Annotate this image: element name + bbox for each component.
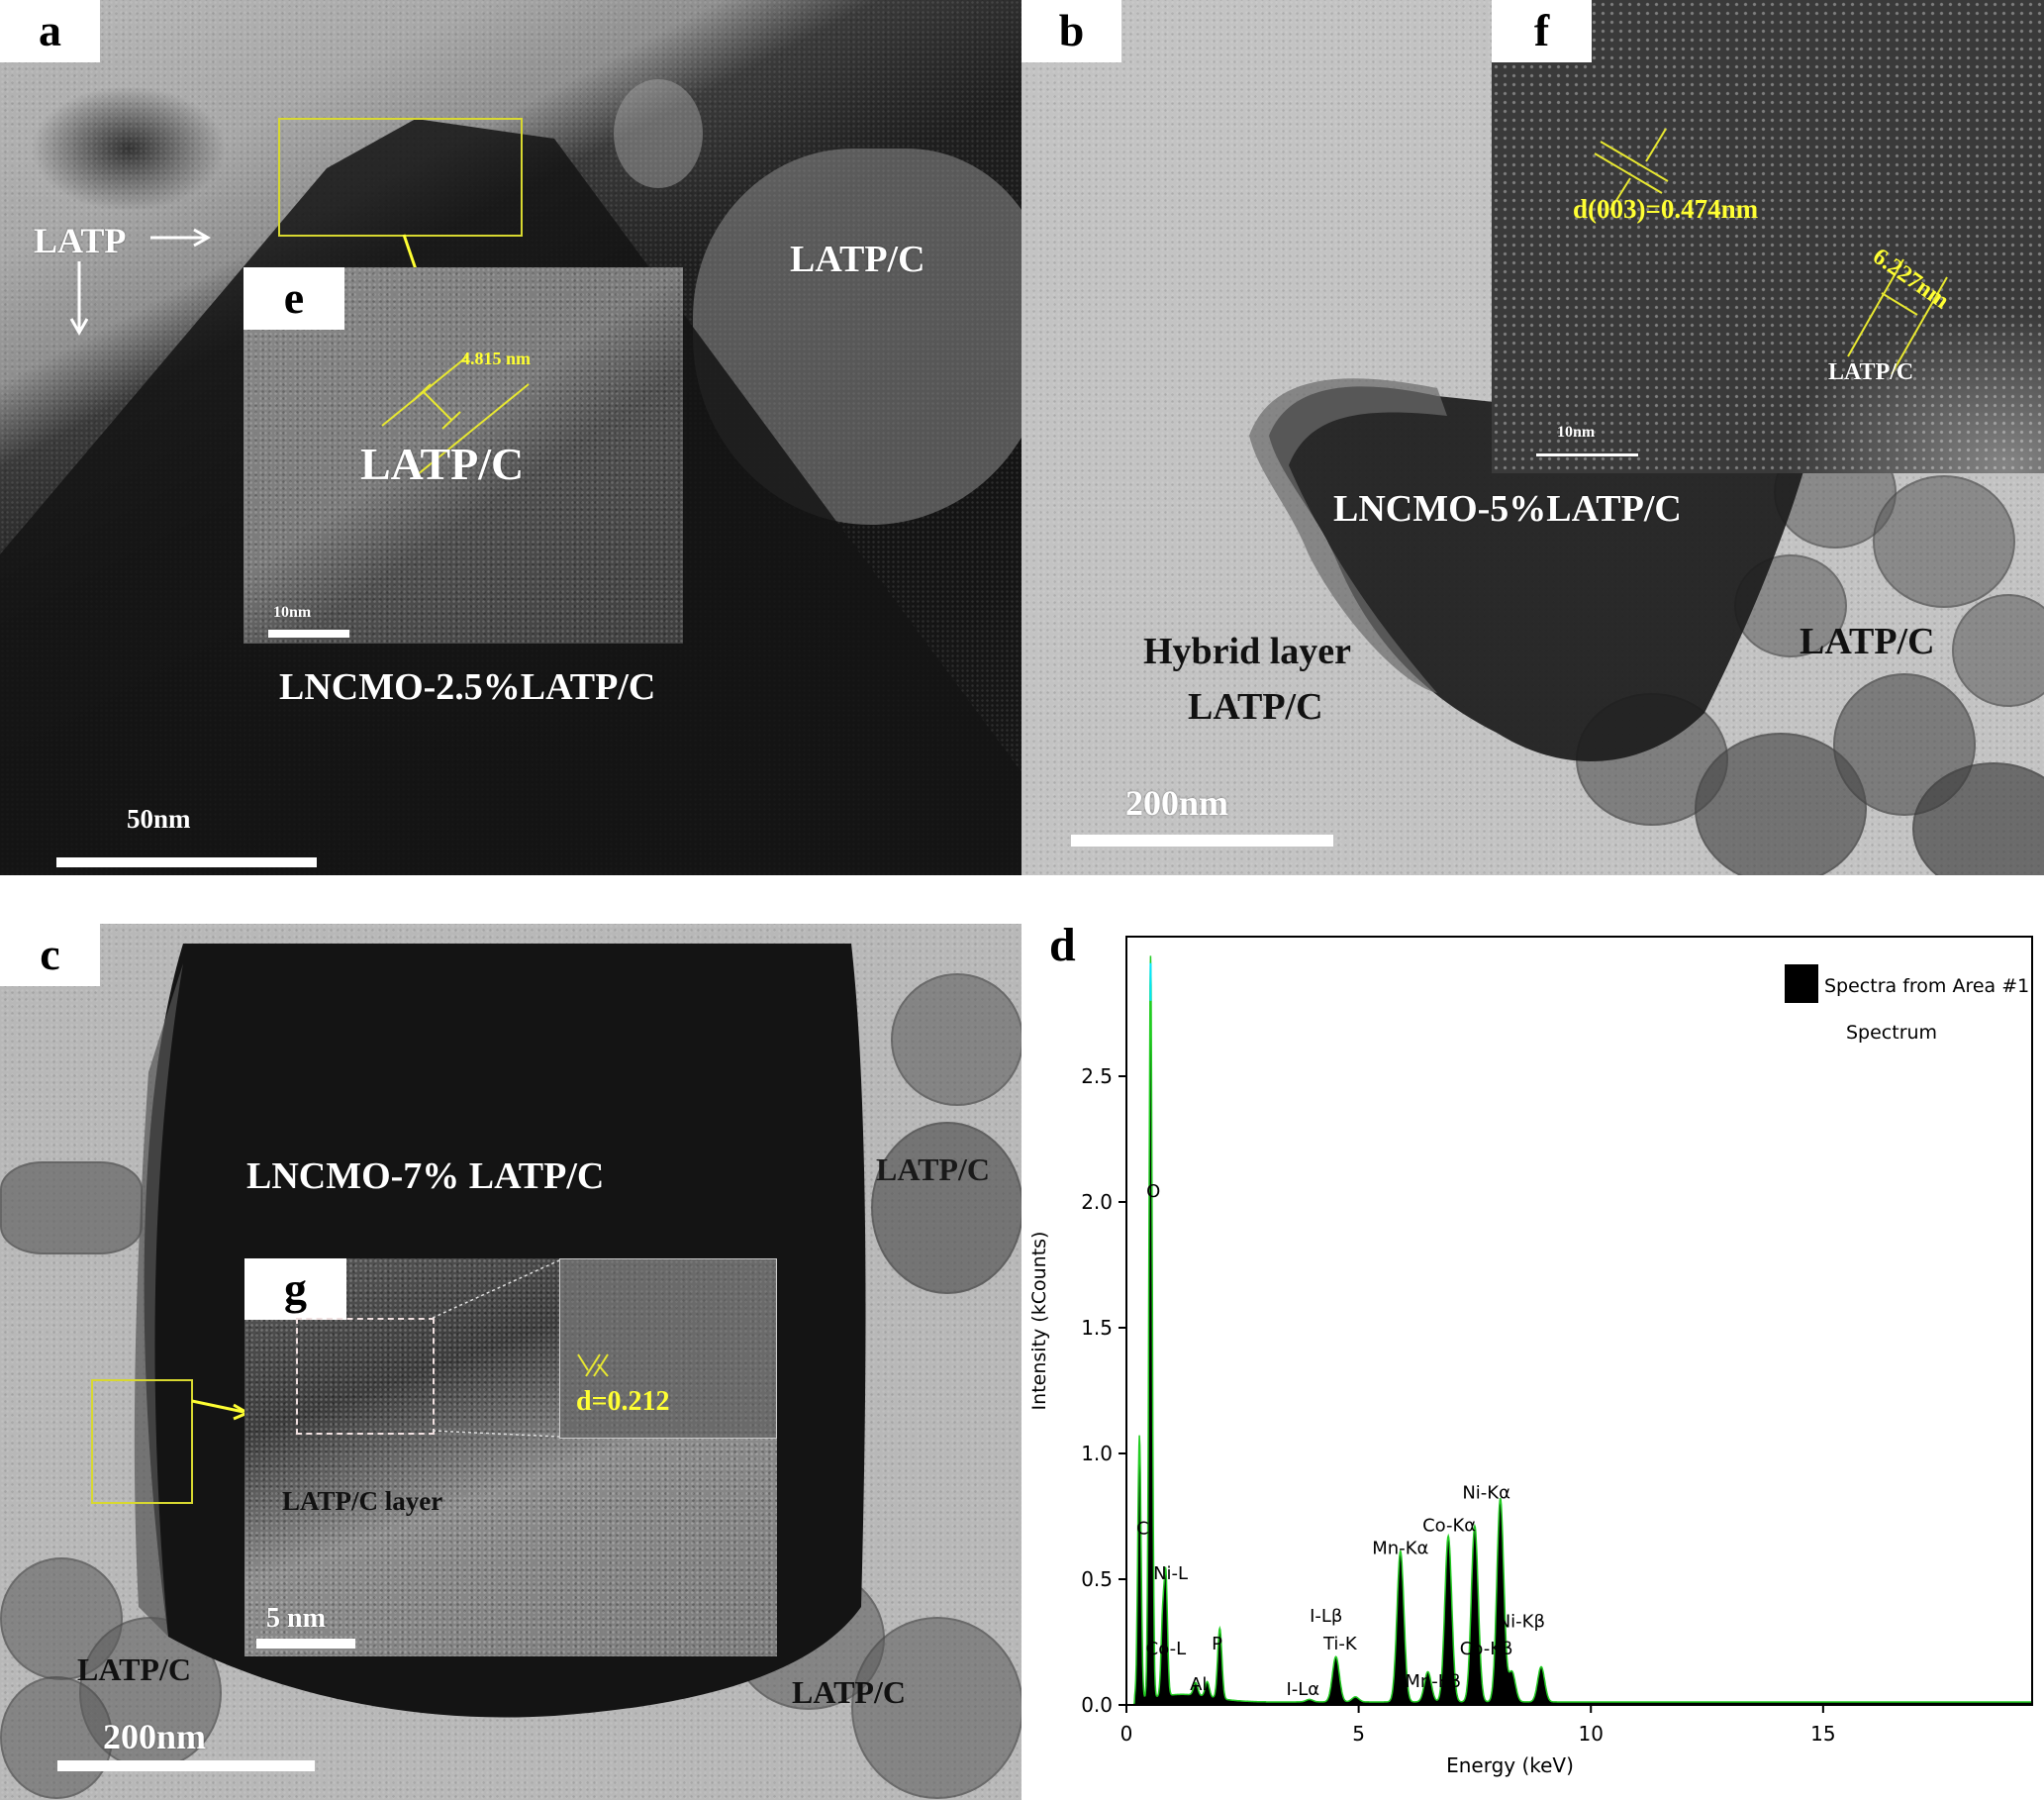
peak-label: Ni-Kβ <box>1498 1611 1545 1632</box>
sample-name: LNCMO-7% LATP/C <box>246 1155 605 1197</box>
peak-label: P <box>1212 1634 1222 1654</box>
peak-label: Ti-K <box>1322 1634 1358 1654</box>
peak-label: Ni-L <box>1153 1563 1188 1584</box>
inset-scale-bar <box>1536 453 1638 456</box>
x-tick-label: 10 <box>1579 1722 1604 1746</box>
inset-scale-label: 10nm <box>273 604 312 621</box>
latp-c-annotation: LATP/C <box>790 239 925 280</box>
hybrid-layer-sub-annotation: LATP/C <box>1188 686 1323 728</box>
peak-label: Ni-Kα <box>1462 1483 1510 1504</box>
legend-subtitle: Spectrum <box>1846 1022 1937 1044</box>
selection-box <box>278 118 523 237</box>
panel-c-tem-image: c LNCMO-7% LATP/C LATP/C g d=0.212 LATP/… <box>0 924 1022 1800</box>
d-spacing-label: d=0.212 <box>576 1386 670 1417</box>
inset-label-g: g <box>244 1258 346 1320</box>
y-tick-label: 1.0 <box>1081 1442 1113 1465</box>
peak-label: Co-Kα <box>1422 1516 1476 1537</box>
peak-label: I-Lβ <box>1310 1606 1342 1627</box>
spectrum-area <box>1132 955 2033 1706</box>
latp-c-annotation-right: LATP/C <box>876 1151 990 1187</box>
scale-bar-label: 200nm <box>1125 783 1229 823</box>
peak-label: O <box>1146 1181 1160 1202</box>
hybrid-layer-annotation: Hybrid layer <box>1143 631 1352 672</box>
peak-label: I-Lα <box>1286 1679 1319 1700</box>
x-axis-label: Energy (keV) <box>1446 1753 1574 1777</box>
panel-b-tem-image: b f d(003)=0.474nm 6.227nm LATP/C 10nm L… <box>1022 0 2044 875</box>
plot-frame <box>1125 936 2033 1706</box>
peak-label: Mn-Kα <box>1372 1539 1428 1559</box>
scale-bar-label: 200nm <box>103 1717 207 1756</box>
peak-label: Al <box>1190 1674 1207 1695</box>
legend-entry: Spectra from Area #1 <box>1824 975 2029 997</box>
panel-a-tem-image: a LATP LATP/C e 4.815 nm LATP/C 10nm LNC… <box>0 0 1022 875</box>
selection-box <box>91 1379 193 1504</box>
sample-name: LNCMO-2.5%LATP/C <box>279 666 656 708</box>
peak-label: Co-L <box>1146 1639 1186 1659</box>
latp-c-annotation-bottom-right: LATP/C <box>792 1674 906 1710</box>
y-tick-label: 2.0 <box>1081 1190 1113 1214</box>
legend-swatch <box>1785 964 1818 1003</box>
panel-label-b: b <box>1022 0 1121 62</box>
x-tick-label: 5 <box>1352 1722 1365 1746</box>
inset-g-hrtem: g d=0.212 LATP/C layer 5 nm <box>244 1258 777 1656</box>
inset-label-f: f <box>1492 0 1592 62</box>
thickness-measure-lines <box>381 355 530 476</box>
panel-d-eds-spectrum: d 0.0 0.5 1.0 1.5 2.0 2.5 0 5 10 15 Energy (keV) In… <box>1022 924 2044 1800</box>
inset-e-hrtem: e 4.815 nm LATP/C 10nm <box>243 267 683 644</box>
zoomed-detail-inset: d=0.212 <box>559 1258 777 1439</box>
y-tick-label: 1.5 <box>1081 1316 1113 1340</box>
scale-bar-label: 50nm <box>127 804 191 834</box>
inset-scale-label: 5 nm <box>266 1603 326 1634</box>
zoom-region-box <box>296 1318 435 1435</box>
peak-label: Mn-Kβ <box>1405 1671 1461 1692</box>
y-axis-label: Intensity (kCounts) <box>1028 1232 1050 1411</box>
inset-f-hrtem: f d(003)=0.474nm 6.227nm LATP/C 10nm <box>1492 0 2044 473</box>
latp-c-layer-annotation: LATP/C layer <box>282 1486 443 1516</box>
inset-scale-label: 10nm <box>1557 424 1596 441</box>
down-arrow-icon <box>69 261 89 337</box>
latp-annotation: LATP <box>34 221 127 260</box>
eds-spectrum-chart: 0.0 0.5 1.0 1.5 2.0 2.5 0 5 10 15 Energy (keV) Inte… <box>1028 936 2033 1777</box>
crystal-shape <box>1249 378 1813 761</box>
panel-label-c: c <box>0 924 100 986</box>
scale-bar <box>57 1760 315 1771</box>
peak-label: Co-Kβ <box>1460 1639 1513 1659</box>
sample-name: LNCMO-5%LATP/C <box>1333 488 1682 530</box>
thickness-measurement: 4.815 nm <box>461 349 532 368</box>
y-tick-label: 2.5 <box>1081 1064 1113 1088</box>
inset-label-e: e <box>243 267 344 330</box>
lattice-fringe-marks <box>577 1353 609 1377</box>
peak-label: C <box>1136 1518 1149 1539</box>
d-spacing-label: d(003)=0.474nm <box>1573 194 1759 224</box>
inset-latp-c-annotation: LATP/C <box>360 439 525 489</box>
y-tick-label: 0.5 <box>1081 1567 1113 1591</box>
d-spacing-lines <box>1594 128 1948 375</box>
inset-scale-bar <box>256 1639 355 1649</box>
scale-bar <box>1071 835 1333 847</box>
latp-c-particle-region <box>614 79 703 188</box>
latp-c-annotation-bottom-left: LATP/C <box>77 1651 191 1687</box>
y-tick-label: 0.0 <box>1081 1693 1113 1717</box>
inset-scale-bar <box>268 630 349 638</box>
panel-label-d: d <box>1049 924 1076 971</box>
scale-bar <box>56 857 317 867</box>
latp-c-annotation: LATP/C <box>1800 621 1935 662</box>
right-arrow-icon <box>150 228 212 248</box>
panel-label-a: a <box>0 0 100 62</box>
x-tick-label: 15 <box>1810 1722 1835 1746</box>
inset-latp-c-annotation: LATP/C <box>1828 359 1914 385</box>
x-tick-label: 0 <box>1120 1722 1133 1746</box>
